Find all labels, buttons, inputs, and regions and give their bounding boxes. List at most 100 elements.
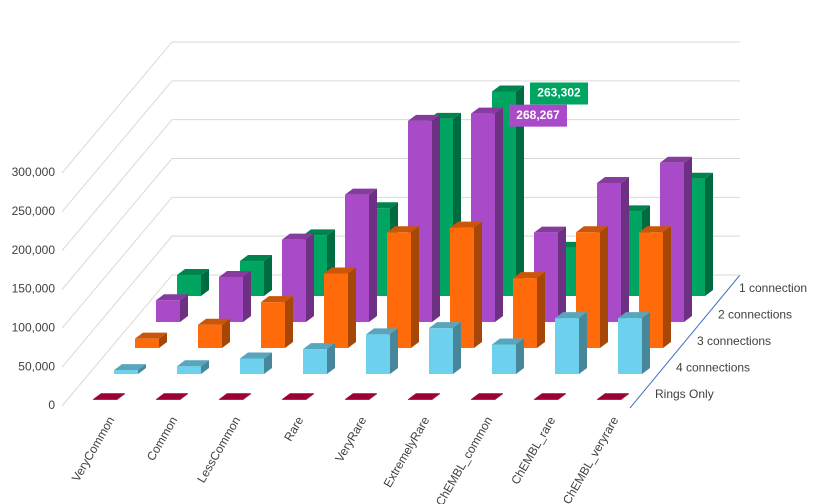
bar-side bbox=[159, 332, 167, 348]
bar-top bbox=[345, 393, 377, 400]
bar bbox=[114, 364, 146, 374]
x-tick-label: LessCommon bbox=[194, 414, 243, 485]
bar-top bbox=[492, 85, 524, 92]
bar-side bbox=[411, 226, 419, 348]
x-tick-label: ExtremelyRare bbox=[381, 414, 433, 490]
bar-top bbox=[555, 312, 587, 319]
bar-front bbox=[114, 370, 138, 374]
bar-top bbox=[219, 393, 251, 400]
bar-top bbox=[261, 296, 293, 303]
grid-line bbox=[61, 196, 740, 329]
bar-side bbox=[285, 296, 293, 348]
bar-side bbox=[201, 269, 209, 296]
bar-side bbox=[642, 312, 650, 374]
bar bbox=[261, 296, 293, 348]
bar bbox=[177, 360, 209, 374]
bar-top bbox=[93, 393, 125, 400]
bar-front bbox=[219, 276, 243, 322]
x-tick-label: ChEMBL_common bbox=[433, 414, 495, 504]
y-tick-label: 200,000 bbox=[12, 243, 56, 257]
bar-front bbox=[492, 344, 516, 374]
x-tick-label: Rare bbox=[281, 414, 306, 444]
bar bbox=[555, 312, 587, 374]
bar-side bbox=[495, 107, 503, 322]
y-tick-label: 150,000 bbox=[12, 282, 56, 296]
bar-top bbox=[240, 255, 272, 262]
bar-side bbox=[369, 393, 377, 400]
bar bbox=[156, 294, 188, 322]
bar-top bbox=[240, 352, 272, 359]
bar-top bbox=[156, 393, 188, 400]
grid-line bbox=[61, 41, 740, 174]
bar bbox=[324, 267, 356, 348]
x-tick-label: Common bbox=[144, 414, 180, 463]
bar bbox=[156, 393, 188, 400]
bar-side bbox=[222, 318, 230, 348]
bar-top bbox=[114, 364, 146, 371]
bar bbox=[408, 393, 440, 400]
bar-front bbox=[219, 399, 243, 400]
bar bbox=[177, 269, 209, 296]
bar-front bbox=[261, 302, 285, 348]
bar-side bbox=[495, 393, 503, 400]
bar-side bbox=[432, 114, 440, 323]
bar bbox=[471, 393, 503, 400]
bar-front bbox=[156, 399, 180, 400]
bar-side bbox=[180, 294, 188, 322]
bar bbox=[345, 393, 377, 400]
bar bbox=[597, 393, 629, 400]
bar-front bbox=[156, 300, 180, 322]
bar bbox=[492, 338, 524, 374]
bar bbox=[219, 393, 251, 400]
bar-top bbox=[282, 393, 314, 400]
legend-label: Rings Only bbox=[655, 387, 714, 401]
y-tick-label: 300,000 bbox=[12, 165, 56, 179]
bar-front bbox=[135, 338, 159, 348]
bar-front bbox=[93, 399, 117, 400]
bar-side bbox=[558, 393, 566, 400]
bar bbox=[534, 393, 566, 400]
bar bbox=[618, 312, 650, 374]
bar-top bbox=[534, 393, 566, 400]
legend-label: 1 connection bbox=[739, 281, 807, 295]
bar-side bbox=[117, 393, 125, 400]
legend-label: 4 connections bbox=[676, 361, 750, 375]
bar-side bbox=[390, 328, 398, 374]
bar-top bbox=[408, 393, 440, 400]
x-tick-label: ChEMBL_rare bbox=[508, 414, 558, 487]
y-tick-label: 0 bbox=[48, 398, 55, 412]
bar-front bbox=[471, 399, 495, 400]
legend-label: 2 connections bbox=[718, 308, 792, 322]
bar-front bbox=[177, 366, 201, 374]
bar-top bbox=[597, 176, 629, 183]
bar-side bbox=[306, 393, 314, 400]
bar-top bbox=[366, 328, 398, 335]
bar-front bbox=[198, 324, 222, 348]
y-tick-label: 250,000 bbox=[12, 204, 56, 218]
bar-top bbox=[387, 226, 419, 233]
bar-side bbox=[369, 188, 377, 322]
bar-side bbox=[201, 360, 209, 374]
bar-front bbox=[408, 399, 432, 400]
value-label-box bbox=[509, 104, 567, 127]
bar bbox=[282, 233, 314, 322]
bar-front bbox=[534, 399, 558, 400]
y-tick-label: 100,000 bbox=[12, 321, 56, 335]
bar-front bbox=[366, 334, 390, 374]
bar-top bbox=[534, 226, 566, 233]
bar-top bbox=[618, 312, 650, 319]
bar-top bbox=[156, 294, 188, 301]
bar-front bbox=[555, 318, 579, 374]
bar-side bbox=[705, 172, 713, 296]
bar-top bbox=[177, 269, 209, 276]
bar-top bbox=[324, 267, 356, 274]
y-tick-label: 50,000 bbox=[18, 359, 55, 373]
bar-front bbox=[282, 399, 306, 400]
bar-side bbox=[264, 352, 272, 374]
bar-side bbox=[621, 176, 629, 322]
bar-side bbox=[537, 272, 545, 348]
bar-side bbox=[327, 343, 335, 374]
bar-front bbox=[597, 399, 621, 400]
value-label: 268,267 bbox=[516, 108, 560, 122]
